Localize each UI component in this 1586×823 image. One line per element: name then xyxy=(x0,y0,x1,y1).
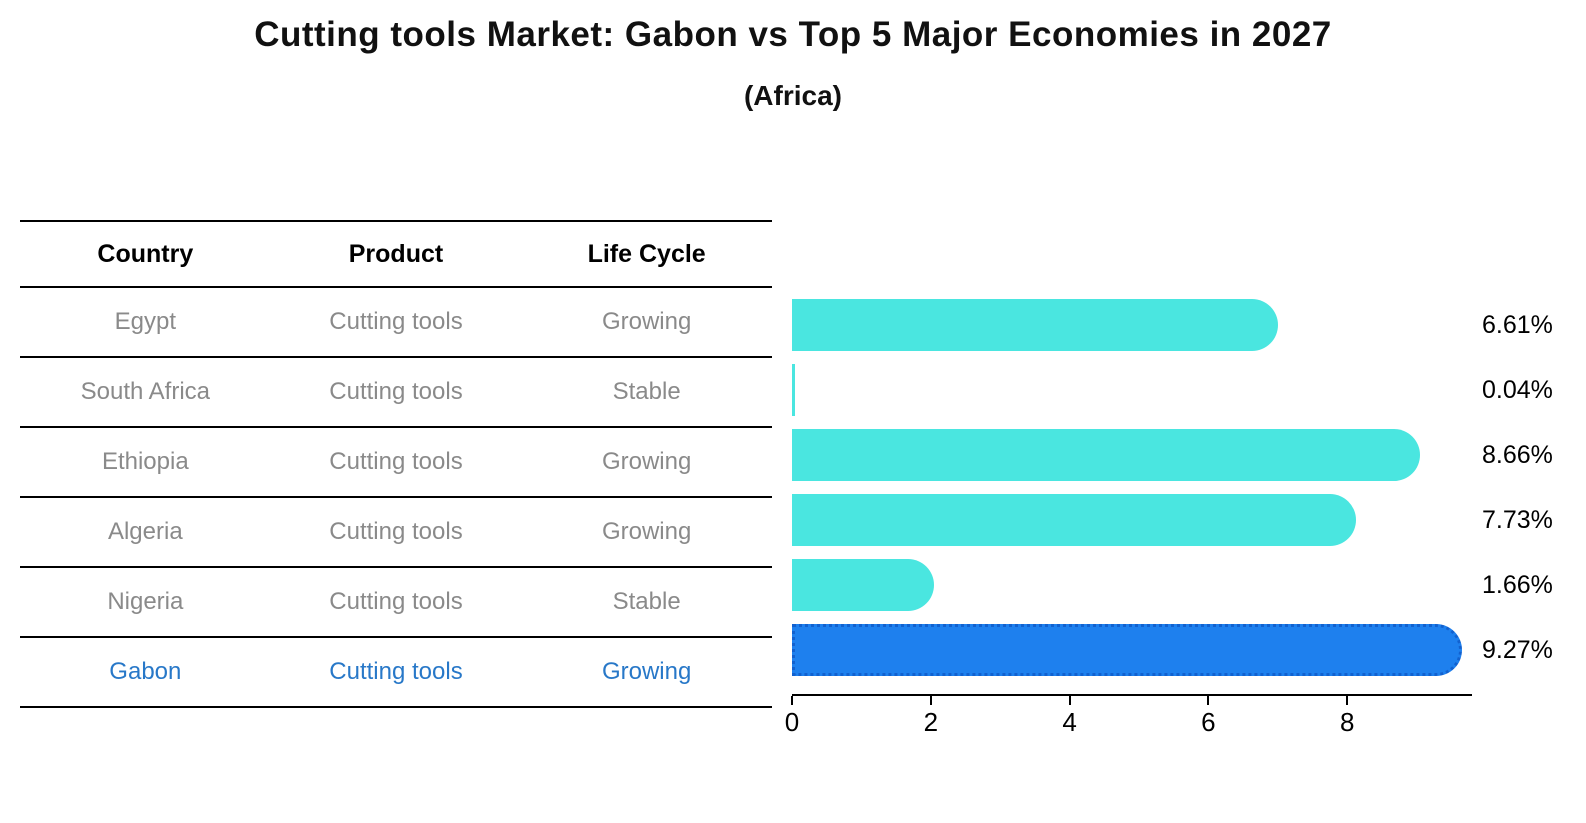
cell-life-cycle: Growing xyxy=(521,427,772,498)
bar-value-label: 9.27% xyxy=(1482,636,1553,664)
x-axis-tick xyxy=(1207,696,1210,705)
cell-product: Cutting tools xyxy=(270,357,522,428)
bar-value-label: 6.61% xyxy=(1482,311,1553,339)
bar-nigeria xyxy=(792,559,935,611)
x-axis-line xyxy=(792,694,1472,696)
x-axis-tick-label: 6 xyxy=(1201,707,1216,737)
cell-life-cycle: Stable xyxy=(521,357,772,428)
cell-product: Cutting tools xyxy=(270,567,522,638)
header-product: Product xyxy=(270,220,522,288)
bar-gabon xyxy=(792,624,1463,676)
cell-country: Gabon xyxy=(20,637,271,708)
table-row: Gabon Cutting tools Growing xyxy=(20,637,772,708)
cell-product: Cutting tools xyxy=(270,287,522,358)
table-row: Ethiopia Cutting tools Growing xyxy=(20,427,772,498)
bar-value-label: 0.04% xyxy=(1482,376,1553,404)
x-axis-tick-label: 4 xyxy=(1062,707,1077,737)
cell-product: Cutting tools xyxy=(270,497,522,568)
cell-life-cycle: Growing xyxy=(521,497,772,568)
bar-ethiopia xyxy=(792,429,1420,481)
table-row: South Africa Cutting tools Stable xyxy=(20,357,772,428)
header-life-cycle: Life Cycle xyxy=(521,220,772,288)
cell-country: South Africa xyxy=(20,357,271,428)
chart-subtitle: (Africa) xyxy=(743,80,842,111)
x-axis-tick xyxy=(791,696,793,705)
header-country: Country xyxy=(20,220,271,288)
cell-life-cycle: Growing xyxy=(521,287,772,358)
x-axis-tick xyxy=(1068,696,1071,705)
bar-value-label: 8.66% xyxy=(1482,441,1553,469)
x-axis-tick xyxy=(929,696,932,705)
cell-product: Cutting tools xyxy=(270,637,522,708)
bar-value-label: 7.73% xyxy=(1482,506,1553,534)
cell-country: Egypt xyxy=(20,287,271,358)
x-axis-tick-label: 8 xyxy=(1339,707,1355,737)
x-axis-tick xyxy=(1346,696,1349,705)
bar-south-africa xyxy=(792,364,795,416)
table-row: Algeria Cutting tools Growing xyxy=(20,497,772,568)
chart-title: Cutting tools Market: Gabon vs Top 5 Maj… xyxy=(254,15,1332,54)
cell-product: Cutting tools xyxy=(270,427,522,498)
x-axis-tick-label: 2 xyxy=(923,707,939,737)
cell-country: Ethiopia xyxy=(20,427,271,498)
cell-life-cycle: Growing xyxy=(521,637,772,708)
cell-country: Algeria xyxy=(20,497,271,568)
table-row: Nigeria Cutting tools Stable xyxy=(20,567,772,638)
country-data-table: Country Product Life Cycle Egypt Cutting… xyxy=(20,220,772,708)
table-row: Egypt Cutting tools Growing xyxy=(20,287,772,358)
table-header-row: Country Product Life Cycle xyxy=(20,220,772,288)
cell-country: Nigeria xyxy=(20,567,271,638)
bar-algeria xyxy=(792,494,1356,546)
bar-egypt xyxy=(792,299,1278,351)
cell-life-cycle: Stable xyxy=(521,567,772,638)
x-axis-tick-label: 0 xyxy=(784,707,800,737)
bar-value-label: 1.66% xyxy=(1482,571,1553,599)
